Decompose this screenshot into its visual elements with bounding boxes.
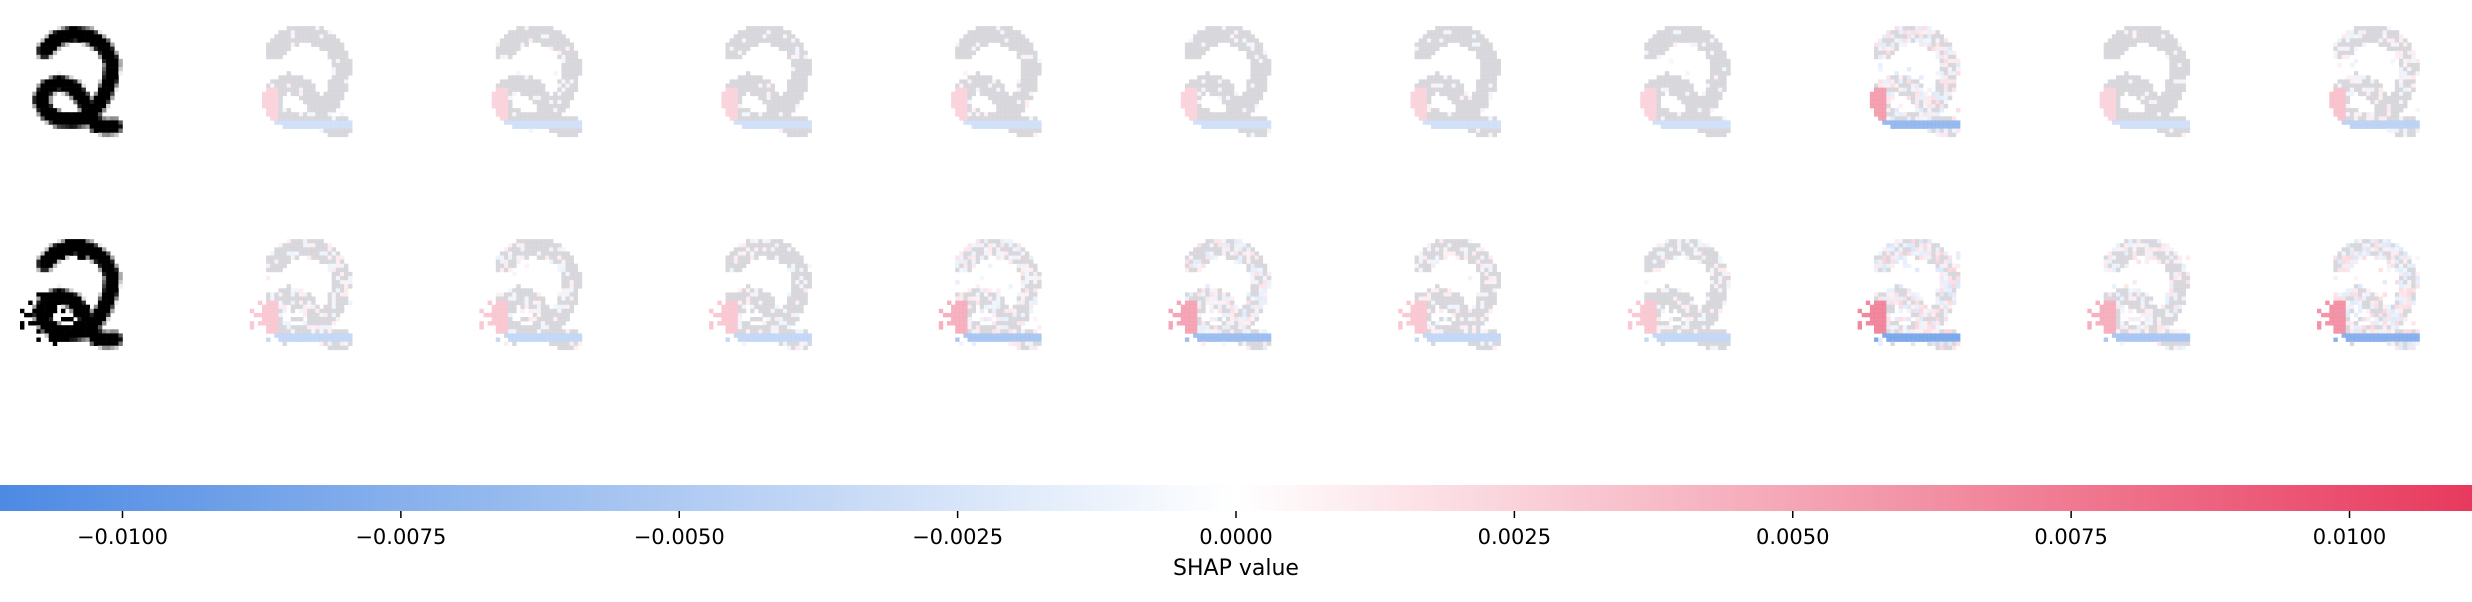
colorbar: −0.0100 −0.0075 −0.0050 −0.0025 0.0000 0.0025… xyxy=(0,485,2472,581)
shap-panel-class-5 xyxy=(1410,26,1501,138)
shap-panel-class-4 xyxy=(1168,239,1272,351)
colorbar-tick-label: 0.0100 xyxy=(2313,525,2386,549)
shap-panel-class-4 xyxy=(1180,26,1272,138)
colorbar-tick-label: 0.0050 xyxy=(1756,525,1829,549)
colorbar-tick-label: 0.0025 xyxy=(1478,525,1551,549)
shap-panel-class-1 xyxy=(479,239,583,351)
shap-panel-class-3 xyxy=(951,26,1042,138)
shap-panel-class-0 xyxy=(249,239,353,351)
shap-panel-class-6 xyxy=(1640,26,1731,138)
colorbar-ticks: −0.0100 −0.0075 −0.0050 −0.0025 0.0000 0.0025… xyxy=(77,511,2386,549)
shap-panel-class-3 xyxy=(938,239,1042,351)
shap-panel-class-5 xyxy=(1398,239,1501,351)
shap-panel-class-8 xyxy=(2099,26,2191,138)
colorbar-gradient xyxy=(0,485,2472,511)
colorbar-tick-label: −0.0100 xyxy=(77,525,168,549)
image-panels xyxy=(20,26,2420,351)
colorbar-tick-label: 0.0075 xyxy=(2034,525,2107,549)
colorbar-tick-label: −0.0075 xyxy=(355,525,446,549)
colorbar-tick-label: −0.0050 xyxy=(634,525,725,549)
shap-panel-class-6 xyxy=(1627,239,1731,351)
colorbar-tick-label: 0.0000 xyxy=(1199,525,1272,549)
shap-panel-class-7 xyxy=(1869,26,1961,138)
shap-panel-class-7 xyxy=(1857,239,1961,351)
input-image-noisy xyxy=(20,239,123,351)
shap-panel-class-1 xyxy=(491,26,583,138)
colorbar-label: SHAP value xyxy=(1173,556,1299,581)
input-image-original xyxy=(32,26,123,138)
shap-panel-class-0 xyxy=(262,26,353,138)
shap-panel-class-2 xyxy=(709,239,812,351)
colorbar-tick-label: −0.0025 xyxy=(912,525,1003,549)
shap-panel-class-9 xyxy=(2317,239,2420,351)
shap-panel-class-8 xyxy=(2087,239,2191,351)
shap-panel-class-9 xyxy=(2329,26,2420,138)
shap-panel-class-2 xyxy=(721,26,812,138)
